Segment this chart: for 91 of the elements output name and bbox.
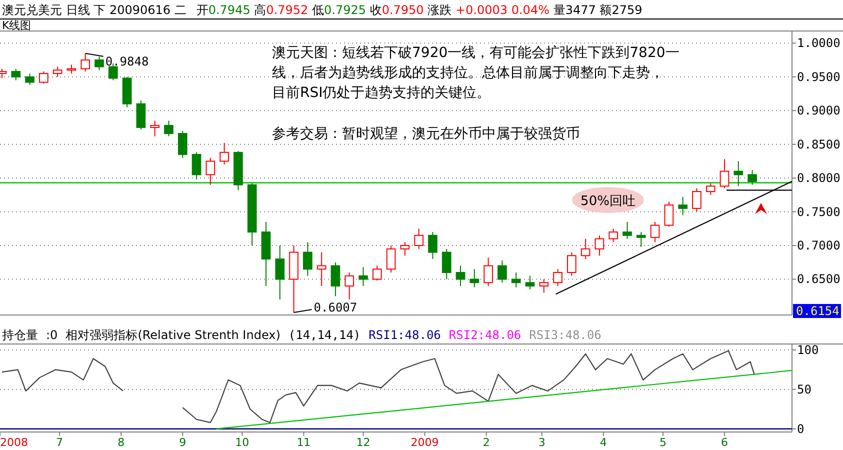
y-tick-label: 0.9000 [797,104,840,118]
y-tick-label: 0 [797,422,804,436]
text: RSI2:48.06 [448,328,522,342]
candlestick [94,56,104,71]
candlestick [275,245,285,300]
candlestick [442,248,452,280]
candlestick [39,70,48,84]
x-tick-label: 5 [659,436,666,449]
candlestick [11,68,21,81]
candlestick [567,252,576,276]
text: 相对强弱指标(Relative Strenth Index) [66,328,280,342]
candlestick [650,221,660,243]
candlestick [622,221,632,240]
candlestick [498,260,507,284]
x-tick-label: 2009 [410,436,439,449]
candlestick [400,242,410,256]
text: 开0.7945 高0.7952 低0.7925 收0.7950 涨跌 +0.0003 0.04% 量3477 额2759 [196,3,642,17]
text: K线图 [2,19,32,32]
candlestick [220,142,229,166]
text: RSI3:48.06 [529,328,602,342]
x-tick-label: 6 [721,436,728,449]
candlestick [678,196,688,216]
candlestick [372,265,382,282]
candlestick [206,157,216,186]
candlestick [25,72,34,86]
text: 0.6154 [796,304,840,318]
text: (14,14,14) [288,328,361,342]
candlestick [706,182,716,196]
annotation: 线，后者为趋势线形成的支持位。总体目前属于调整向下走势， [272,65,664,81]
x-tick-label: 2008 [0,436,28,449]
candlestick [580,238,590,260]
candlestick [136,100,146,130]
candlestick [664,201,674,228]
chart-title: 澳元兑美元 日线 下 20090616 二 [2,3,186,17]
y-tick-label: 0.8500 [797,137,840,152]
y-tick-label: 0.6500 [797,272,840,286]
candlestick [414,228,424,250]
x-tick-label: 12 [356,436,370,449]
candlestick [539,278,549,294]
candlestick [316,252,326,286]
x-tick-label: 4 [600,436,607,449]
annotation: 0.9848 [105,54,149,68]
y-tick-label: 0.9500 [797,70,840,84]
candlestick [692,188,702,212]
candlestick [456,265,466,286]
candlestick [178,130,188,158]
text: RSI1:48.06 [368,328,441,342]
line-series [1,358,124,392]
candlestick [358,266,368,286]
y-tick-label: 1.0000 [797,36,840,50]
candlestick [52,66,62,78]
x-tick-label: 9 [179,436,186,449]
candlestick [525,275,535,290]
annotation: 澳元天图：短线若下破7920一线，有可能会扩张性下跌到7820一 [272,45,680,61]
line-series [182,350,755,424]
y-tick-label: 50 [797,382,812,396]
x-tick-label: 11 [296,436,311,449]
y-tick-label: 100 [797,342,819,357]
y-tick-label: 0.7500 [797,204,840,219]
candlestick [80,52,90,72]
text: :0 [46,328,58,342]
candlestick [150,120,160,137]
candlestick [720,158,730,189]
annotation: 目前RSI仍处于趋势支持的关键位。 [272,85,491,101]
candlestick [734,160,744,187]
candlestick [636,232,646,248]
candlestick [303,242,312,276]
x-tick-label: 8 [118,436,125,449]
x-tick-label: 10 [235,436,250,449]
candlestick [748,169,757,186]
candlestick [164,120,174,137]
candlestick [511,272,521,288]
candlestick [428,232,438,260]
y-tick-label: 0.7000 [797,238,840,253]
annotation: 0.6007 [314,300,358,315]
x-tick-label: 7 [56,436,64,449]
annotation: 参考交易：暂时观望，澳元在外币中属于较强货币 [272,126,580,142]
annotation: 50%回吐 [580,194,636,209]
x-tick-label: 3 [538,436,546,449]
candlestick [386,245,396,273]
candlestick [484,257,493,286]
candlestick [344,272,354,300]
text: 持仓量 [2,328,38,342]
x-tick-label: 2 [482,436,490,449]
candlestick [330,262,340,297]
candlestick [470,268,480,288]
candlestick [594,234,604,256]
candlestick [608,228,618,243]
candlestick [192,152,202,180]
y-tick-label: 0.8000 [797,171,840,186]
candlestick [553,268,562,286]
